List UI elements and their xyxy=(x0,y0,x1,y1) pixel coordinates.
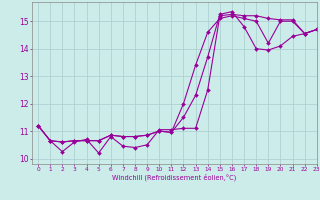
X-axis label: Windchill (Refroidissement éolien,°C): Windchill (Refroidissement éolien,°C) xyxy=(112,173,236,181)
